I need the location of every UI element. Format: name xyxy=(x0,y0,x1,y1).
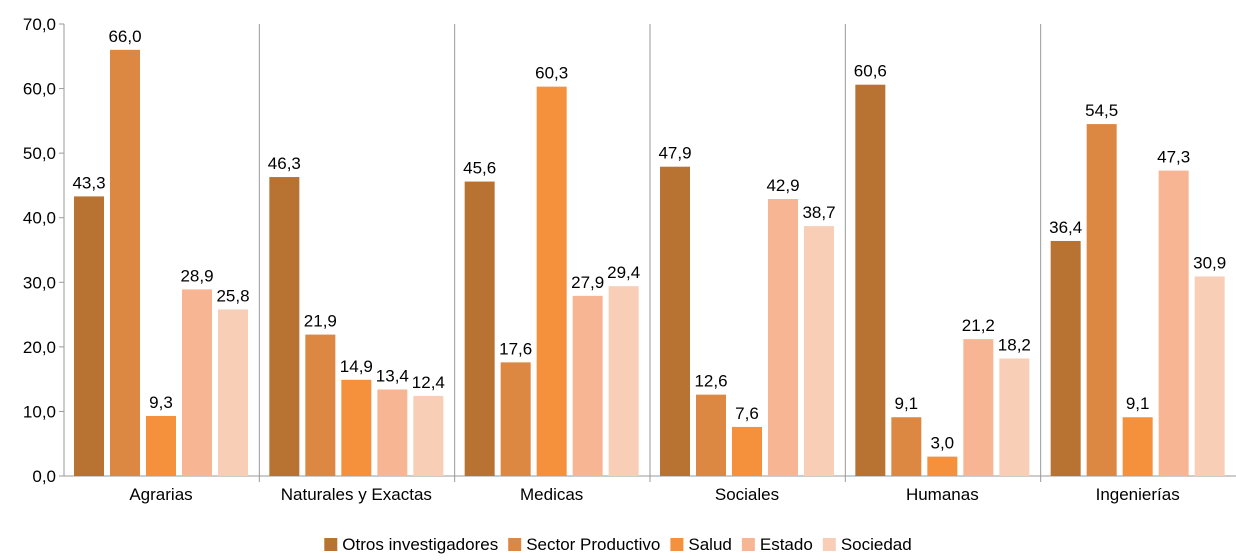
bar xyxy=(660,166,690,476)
legend-swatch xyxy=(670,538,684,551)
data-label: 3,0 xyxy=(931,434,955,453)
bar xyxy=(891,417,922,476)
legend-label: Sector Productivo xyxy=(526,535,660,554)
data-label: 21,9 xyxy=(304,312,337,331)
bar xyxy=(1122,417,1153,476)
data-label: 47,9 xyxy=(658,144,691,163)
y-tick-label: 10,0 xyxy=(23,402,56,421)
x-tick-label: Naturales y Exactas xyxy=(281,485,432,504)
x-tick-label: Ingenierías xyxy=(1096,485,1180,504)
bar xyxy=(804,226,834,476)
y-tick-label: 20,0 xyxy=(23,338,56,357)
data-label: 60,3 xyxy=(535,64,568,83)
bar xyxy=(1194,276,1225,476)
bar xyxy=(963,339,994,476)
data-label: 12,4 xyxy=(412,373,445,392)
bar xyxy=(74,196,104,477)
bar xyxy=(1158,170,1189,476)
x-tick-label: Sociales xyxy=(715,485,779,504)
data-label: 14,9 xyxy=(340,357,373,376)
bar xyxy=(608,286,639,476)
y-tick-label: 30,0 xyxy=(23,273,56,292)
bar xyxy=(218,309,248,476)
legend-label: Estado xyxy=(760,535,813,554)
chart-bars xyxy=(74,49,1225,477)
data-label: 60,6 xyxy=(854,62,887,81)
bar xyxy=(572,295,603,476)
bar xyxy=(500,362,531,476)
data-label: 54,5 xyxy=(1085,101,1118,120)
bar xyxy=(855,84,886,476)
data-label: 38,7 xyxy=(802,203,835,222)
data-label: 9,3 xyxy=(149,393,173,412)
data-label: 17,6 xyxy=(499,339,532,358)
data-label: 66,0 xyxy=(108,27,141,46)
bar xyxy=(927,456,958,476)
bar xyxy=(999,358,1030,476)
data-label: 47,3 xyxy=(1157,148,1190,167)
y-tick-label: 50,0 xyxy=(23,144,56,163)
bar xyxy=(110,49,140,476)
legend-label: Sociedad xyxy=(841,535,912,554)
chart-data-labels: 43,3 66,0 9,3 28,925,8 46,3 21,9 14,913,4 12,4 4… xyxy=(72,27,1226,453)
data-label: 42,9 xyxy=(766,176,799,195)
legend-swatch xyxy=(324,538,338,551)
bar xyxy=(696,394,726,476)
data-label: 29,4 xyxy=(607,263,640,282)
bar xyxy=(768,198,798,476)
bar xyxy=(182,289,212,476)
chart-legend: Otros investigadores Sector Productivo Sal… xyxy=(324,535,912,554)
x-tick-label: Medicas xyxy=(520,485,583,504)
legend-label: Otros investigadores xyxy=(342,535,498,554)
chart-axes: 0,0 10,0 20,0 30,0 40,0 50,0 60,0 70,0 Agrarias N… xyxy=(23,15,1236,504)
data-label: 9,1 xyxy=(1126,394,1150,413)
data-label: 12,6 xyxy=(694,372,727,391)
bar xyxy=(464,181,495,476)
x-tick-label: Humanas xyxy=(906,485,979,504)
legend-swatch xyxy=(741,538,755,551)
legend-label: Salud xyxy=(688,535,731,554)
bar xyxy=(146,415,176,476)
y-tick-label: 40,0 xyxy=(23,209,56,228)
y-tick-label: 0,0 xyxy=(32,467,56,486)
x-tick-label: Agrarias xyxy=(129,485,192,504)
y-tick-label: 60,0 xyxy=(23,80,56,99)
data-label: 43,3 xyxy=(72,173,105,192)
data-label: 7,6 xyxy=(735,404,759,423)
data-label: 28,9 xyxy=(180,266,213,285)
bar xyxy=(1050,240,1081,476)
data-label: 18,2 xyxy=(998,335,1031,354)
data-label: 9,1 xyxy=(895,394,919,413)
data-label: 46,3 xyxy=(268,154,301,173)
data-label: 21,2 xyxy=(962,316,995,335)
data-label: 25,8 xyxy=(216,286,249,305)
bar xyxy=(1086,124,1117,476)
bar xyxy=(732,426,762,476)
bar xyxy=(536,86,567,477)
legend-swatch xyxy=(822,538,836,551)
bar xyxy=(305,334,336,476)
bar xyxy=(377,389,408,476)
bar xyxy=(341,379,372,476)
legend-swatch xyxy=(508,538,522,551)
y-tick-label: 70,0 xyxy=(23,15,56,34)
data-label: 27,9 xyxy=(571,273,604,292)
data-label: 36,4 xyxy=(1049,218,1082,237)
data-label: 45,6 xyxy=(463,159,496,178)
bar xyxy=(269,177,300,476)
bar xyxy=(413,395,444,476)
data-label: 13,4 xyxy=(376,366,409,385)
data-label: 30,9 xyxy=(1193,253,1226,272)
